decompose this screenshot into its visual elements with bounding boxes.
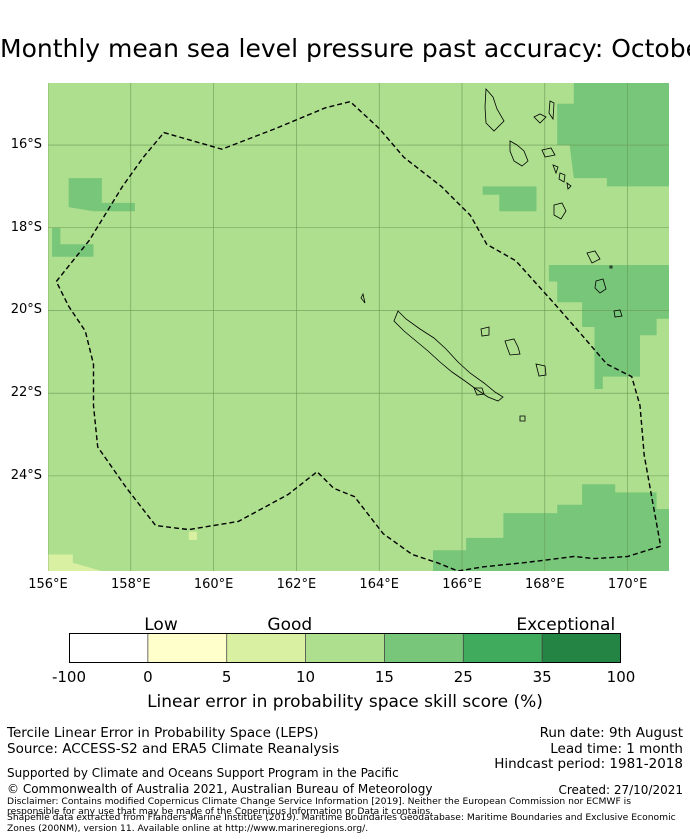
- disclaimer-line-2: responsible for any use that may be made…: [7, 806, 434, 817]
- erromango-coast: [586, 250, 601, 264]
- skill-map: [48, 83, 669, 571]
- coastlines: [360, 87, 623, 422]
- longitude-label: 156°E: [28, 577, 68, 592]
- colorbar-frame: [69, 633, 621, 663]
- skill-zone-25-35-1: [482, 186, 537, 212]
- created-date: Created: 27/10/2021: [558, 783, 683, 797]
- colorbar-tick: 100: [606, 668, 636, 686]
- colorbar-tick: 25: [453, 668, 473, 686]
- colorbar-segment: [226, 633, 306, 663]
- isle-of-pines-coast: [473, 387, 485, 396]
- map-gridlines: [48, 83, 669, 571]
- skill-zone-25-35-0: [557, 83, 669, 187]
- hindcast-period: Hindcast period: 1981-2018: [494, 756, 683, 772]
- skill-zone-25-35-4: [68, 178, 135, 212]
- aneityum-coast: [613, 309, 623, 318]
- page-title: Monthly mean sea level pressure past acc…: [0, 34, 690, 63]
- colorbar: [69, 633, 621, 663]
- eez-boundary: [55, 100, 662, 571]
- latitude-label: 20°S: [10, 302, 42, 318]
- colorbar-segment: [69, 633, 148, 663]
- ambrym-coast: [541, 147, 556, 158]
- skill-zone-5-10-1: [188, 531, 197, 540]
- colorbar-tick: -100: [51, 668, 87, 686]
- latitude-label: 16°S: [10, 137, 42, 153]
- skill-zone-25-35-3: [433, 484, 669, 571]
- colorbar-tick: 10: [296, 668, 316, 686]
- skill-zone-5-10-0: [48, 554, 102, 571]
- walpole-coast: [519, 415, 526, 422]
- longitude-label: 158°E: [111, 577, 151, 592]
- belep-coast: [360, 292, 366, 304]
- longitude-label: 162°E: [276, 577, 317, 592]
- skill-zone-25-35-2: [548, 265, 669, 389]
- category-label: Good: [267, 615, 313, 635]
- colorbar-tick: 35: [532, 668, 552, 686]
- vanuatu-central-coast: [552, 164, 572, 190]
- longitude-label: 166°E: [442, 577, 482, 592]
- malekula-coast: [509, 140, 529, 167]
- matthew-coast: [609, 265, 613, 269]
- copyright-line: © Commonwealth of Australia 2021, Austra…: [7, 782, 433, 796]
- espiritu-santo-coast: [484, 87, 505, 132]
- shapefile-line-1: Shapefile data extracted from Flanders M…: [7, 812, 676, 823]
- support-line: Supported by Climate and Oceans Support …: [7, 766, 399, 780]
- longitude-label: 168°E: [525, 577, 565, 592]
- shapefile-line-2: Zones (200NM), version 11. Available onl…: [7, 823, 369, 834]
- new-caledonia-coast: [393, 310, 504, 402]
- source-line: Source: ACCESS-S2 and ERA5 Climate Reana…: [7, 741, 340, 757]
- longitude-label: 170°E: [607, 577, 648, 592]
- longitude-label: 164°E: [359, 577, 399, 592]
- colorbar-segment: [463, 633, 543, 663]
- efate-coast: [553, 202, 567, 220]
- lead-time: Lead time: 1 month: [550, 741, 683, 757]
- vanuatu-north-coast: [533, 100, 555, 124]
- latitude-label: 22°S: [10, 385, 42, 401]
- colorbar-tick: 5: [221, 668, 232, 686]
- method-line: Tercile Linear Error in Probability Spac…: [7, 725, 319, 741]
- category-label: Exceptional: [516, 615, 616, 635]
- colorbar-segment: [147, 633, 227, 663]
- skill-zone-25-35-5: [52, 227, 94, 257]
- map-background: [48, 83, 669, 571]
- colorbar-tick: 15: [374, 668, 394, 686]
- loyalty-islands-coast: [480, 326, 547, 377]
- run-date: Run date: 9th August: [539, 725, 683, 741]
- skill-regions: [48, 83, 669, 571]
- colorbar-label: Linear error in probability space skill …: [147, 692, 543, 712]
- latitude-label: 24°S: [10, 467, 42, 483]
- colorbar-segment: [542, 633, 621, 663]
- tanna-coast: [594, 278, 607, 294]
- disclaimer-line-1: Disclaimer: Contains modified Copernicus…: [7, 796, 632, 807]
- colorbar-tick: 0: [143, 668, 153, 686]
- colorbar-segment: [305, 633, 385, 663]
- colorbar-segment: [384, 633, 464, 663]
- longitude-label: 160°E: [193, 577, 234, 592]
- latitude-label: 18°S: [10, 219, 42, 235]
- category-label: Low: [144, 615, 178, 635]
